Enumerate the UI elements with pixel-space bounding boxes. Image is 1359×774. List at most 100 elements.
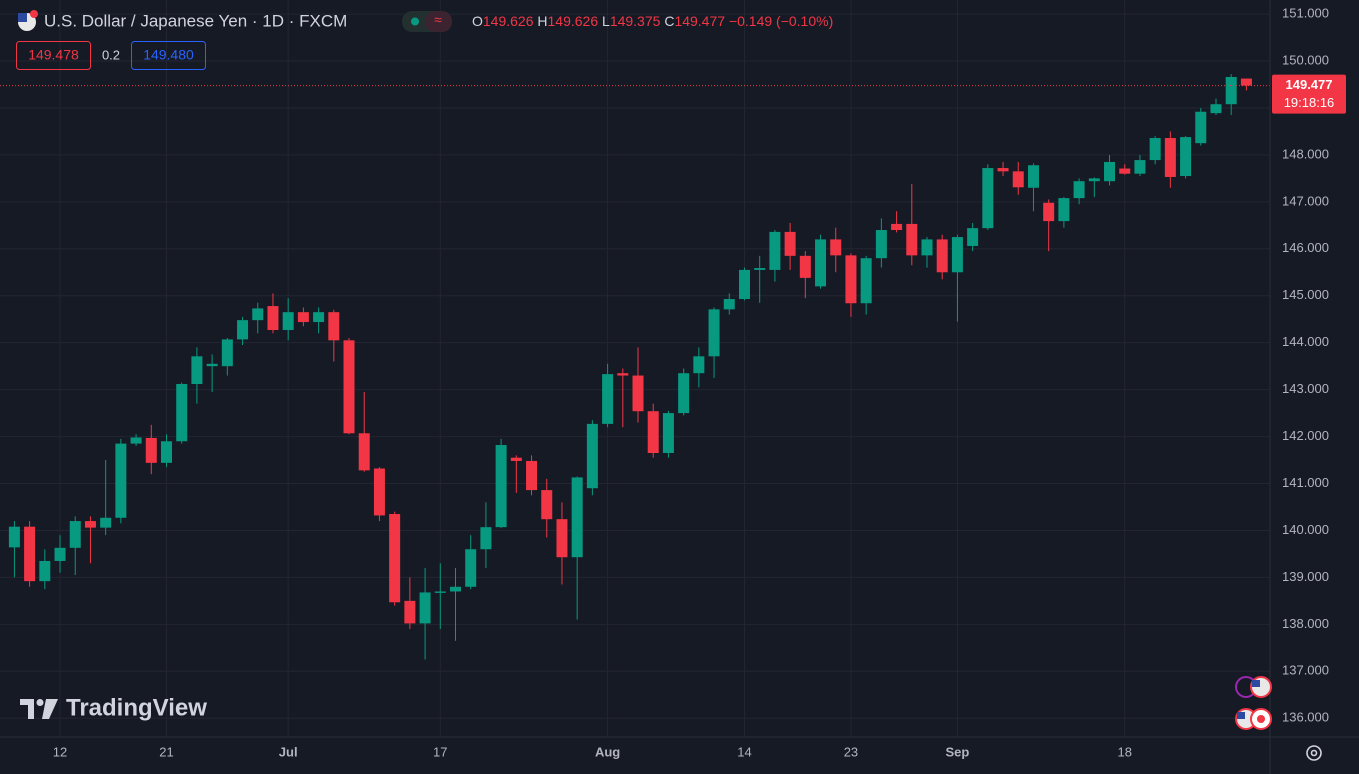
candle-body	[176, 383, 188, 442]
x-tick-label: Sep	[945, 744, 969, 759]
candle-body	[69, 521, 81, 548]
candle-body	[510, 457, 522, 461]
ohlc-value: 149.477	[674, 13, 725, 29]
candle-body	[373, 468, 385, 516]
candle-body	[267, 306, 279, 331]
candle-body	[1027, 165, 1039, 188]
ohlc-label: L	[602, 13, 610, 29]
candle-body	[100, 517, 112, 528]
y-tick-label: 147.000	[1282, 193, 1329, 208]
y-tick-label: 141.000	[1282, 475, 1329, 490]
y-tick-label: 146.000	[1282, 240, 1329, 255]
candle-body	[39, 560, 51, 582]
candle-body	[1104, 161, 1116, 182]
candle-body	[556, 519, 568, 558]
price-tag	[1272, 74, 1346, 114]
y-tick-label: 151.000	[1282, 6, 1329, 21]
candle-body	[982, 168, 994, 229]
y-tick-label: 148.000	[1282, 146, 1329, 161]
candle-body	[161, 441, 172, 463]
candle-body	[328, 312, 340, 341]
candle-body	[358, 433, 370, 471]
candle-body	[1225, 76, 1237, 105]
svg-text:≈: ≈	[434, 12, 442, 28]
candle-body	[586, 423, 598, 489]
candle-body	[1012, 171, 1024, 188]
change: −0.149	[729, 13, 772, 29]
candle-body	[754, 268, 766, 270]
y-tick-label: 144.000	[1282, 334, 1329, 349]
candle-body	[8, 526, 20, 548]
price-tag-value: 149.477	[1286, 77, 1333, 92]
candle-body	[997, 168, 1009, 172]
candle-body	[921, 239, 933, 256]
candle-body	[297, 312, 309, 323]
ohlc-value: 149.626	[483, 13, 534, 29]
settings-icon[interactable]	[1306, 745, 1322, 761]
spread: 0.2	[102, 47, 120, 62]
x-tick-label: 17	[433, 744, 447, 759]
candle-body	[526, 460, 538, 491]
bid-box[interactable]	[16, 41, 91, 70]
y-tick-label: 142.000	[1282, 428, 1329, 443]
candle-body	[145, 437, 157, 463]
x-tick-label: 21	[159, 744, 173, 759]
candle-body	[1240, 78, 1252, 86]
candle-body	[647, 411, 659, 453]
candle-body	[1088, 178, 1100, 182]
candle-body	[282, 312, 294, 331]
candle-body	[951, 237, 963, 273]
candle-body	[389, 514, 401, 603]
candle-body	[708, 309, 720, 357]
x-tick-label: 23	[844, 744, 858, 759]
candle-body	[662, 413, 674, 453]
candle-body	[465, 549, 477, 587]
chart-title: U.S. Dollar / Japanese Yen · 1D · FXCM	[44, 11, 347, 30]
candle-body	[693, 356, 705, 374]
candle-body	[541, 490, 553, 520]
candle-body	[906, 223, 918, 256]
x-tick-label: 18	[1117, 744, 1131, 759]
countdown: 19:18:16	[1284, 95, 1335, 110]
candle-body	[769, 231, 781, 270]
axis: 136.000 137.000 138.000 139.000 140.000 141.0…	[53, 6, 1346, 759]
candle-body	[1119, 168, 1131, 174]
candle-body	[1149, 138, 1161, 161]
candle-body	[495, 445, 507, 528]
y-tick-label: 137.000	[1282, 663, 1329, 678]
candle-body	[1043, 202, 1055, 222]
event-icons[interactable]	[1235, 676, 1272, 730]
candle-body	[449, 586, 461, 592]
candle-body	[24, 526, 36, 582]
candle-body	[738, 269, 750, 300]
candle-body	[678, 373, 690, 414]
candle-body	[1134, 160, 1146, 174]
ohlc-label: C	[664, 13, 674, 29]
candle-body	[875, 230, 887, 259]
candle-body	[936, 239, 948, 273]
candle-body	[54, 547, 66, 561]
ask-box[interactable]	[131, 41, 206, 70]
candle-body	[1210, 104, 1222, 114]
candle-body	[1058, 198, 1070, 222]
candle-body	[1180, 137, 1192, 177]
y-tick-label: 145.000	[1282, 287, 1329, 302]
status-pill[interactable]: ≈	[402, 11, 452, 32]
ohlc-label: O	[472, 13, 483, 29]
candle-body	[602, 374, 614, 424]
candle-body	[1073, 181, 1085, 199]
candle-body	[237, 320, 249, 340]
candle-body	[1164, 138, 1176, 177]
candle-body	[784, 231, 796, 256]
y-tick-label: 150.000	[1282, 52, 1329, 67]
candle-body	[967, 228, 979, 246]
y-tick-label: 143.000	[1282, 381, 1329, 396]
candle-body	[723, 299, 735, 310]
candle-body	[799, 255, 811, 278]
candle-body	[343, 340, 355, 434]
ohlc-legend: O149.626 H149.626 L149.375 C149.477 −0.1…	[472, 13, 833, 29]
candle-body	[1195, 111, 1207, 144]
candle-body	[845, 255, 857, 304]
symbol-icon	[18, 10, 38, 31]
